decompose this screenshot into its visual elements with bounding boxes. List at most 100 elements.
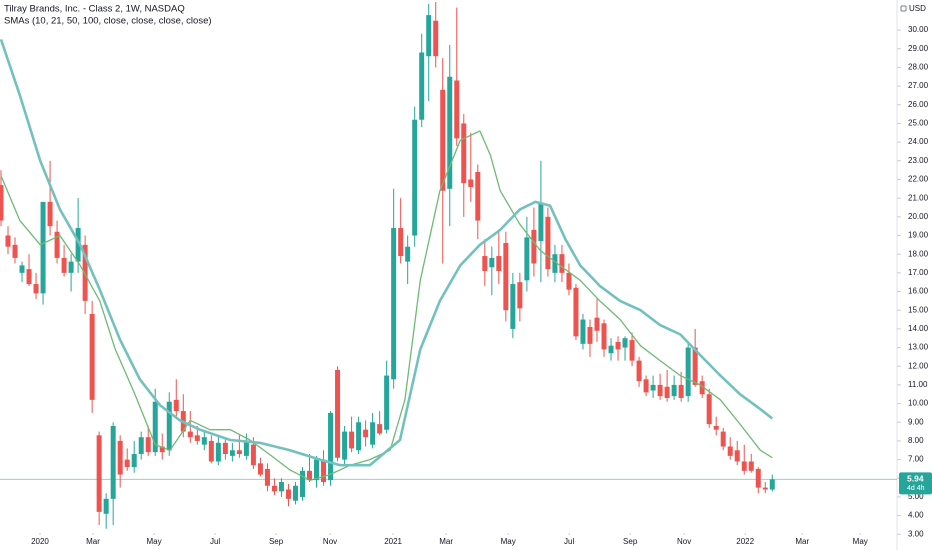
- candle-body: [699, 381, 705, 395]
- x-tick-label: Mar: [439, 537, 453, 546]
- candle-body: [236, 450, 242, 455]
- candle-body: [194, 435, 200, 441]
- candle-body: [601, 323, 607, 350]
- candle-body: [47, 201, 53, 227]
- candle-body: [26, 269, 32, 285]
- candle-body: [285, 489, 291, 499]
- candle-body: [552, 254, 558, 273]
- y-tick-label: 13.00: [908, 343, 929, 352]
- candle-body: [608, 345, 614, 354]
- y-tick-label: 30.00: [908, 25, 929, 34]
- candle-body: [678, 384, 684, 398]
- candle-body: [75, 228, 81, 262]
- candle-body: [363, 429, 369, 438]
- candle-body: [468, 179, 474, 187]
- y-tick-label: 12.00: [908, 361, 929, 370]
- candle-body: [685, 347, 691, 397]
- candle-body: [664, 386, 670, 398]
- x-tick-label: May: [146, 537, 161, 546]
- y-tick-label: 20.00: [908, 212, 929, 221]
- candle-body: [299, 470, 305, 497]
- candle-body: [89, 313, 95, 400]
- candle-body: [68, 261, 74, 273]
- candle-body: [629, 340, 635, 361]
- y-tick-label: 25.00: [908, 119, 929, 128]
- candle-body: [250, 444, 256, 466]
- y-tick-label: 16.00: [908, 287, 929, 296]
- candle-body: [40, 201, 46, 294]
- candle-body: [159, 446, 165, 453]
- plot-area: [0, 2, 775, 529]
- y-tick-label: 18.00: [908, 249, 929, 258]
- candle-body: [138, 437, 144, 455]
- candle-body: [573, 287, 579, 337]
- x-tick-label: 2020: [31, 537, 49, 546]
- candle-body: [545, 216, 551, 270]
- candle-body: [117, 440, 123, 475]
- candle-body: [769, 479, 775, 490]
- candle-body: [426, 15, 432, 57]
- x-tick-label: Mar: [86, 537, 100, 546]
- chart-title: Tilray Brands, Inc. - Class 2, 1W, NASDA…: [4, 4, 185, 15]
- candle-body: [145, 437, 151, 453]
- candle-body: [622, 338, 628, 348]
- y-tick-label: 21.00: [908, 193, 929, 202]
- candle-body: [173, 399, 179, 412]
- candle-body: [370, 422, 376, 445]
- candle-body: [0, 185, 4, 221]
- candle-body: [166, 401, 172, 451]
- candle-body: [566, 272, 572, 290]
- last-price-label: 5.94: [907, 474, 924, 484]
- last-price-box: [899, 472, 932, 495]
- x-tick-label: Mar: [795, 537, 809, 546]
- candle-body: [475, 172, 481, 221]
- candle-body: [201, 437, 207, 445]
- candle-body: [671, 384, 677, 397]
- candle-body: [615, 341, 621, 350]
- candle-body: [636, 360, 642, 382]
- candle-body: [335, 369, 341, 458]
- y-tick-label: 28.00: [908, 63, 929, 72]
- candle-body: [12, 244, 18, 258]
- y-tick-label: 7.00: [908, 455, 924, 464]
- candle-body: [243, 440, 249, 456]
- candle-body: [152, 401, 158, 453]
- y-tick-label: 9.00: [908, 417, 924, 426]
- candle-body: [755, 468, 761, 488]
- candle-body: [384, 375, 390, 430]
- candle-body: [19, 265, 25, 273]
- y-tick-label: 23.00: [908, 156, 929, 165]
- y-tick-label: 22.00: [908, 175, 929, 184]
- candle-body: [433, 20, 439, 57]
- currency-label: USD: [909, 4, 926, 13]
- candle-body: [531, 229, 537, 264]
- candle-body: [762, 487, 768, 490]
- candle-body: [650, 384, 656, 391]
- y-tick-label: 11.00: [908, 380, 928, 389]
- candle-body: [103, 498, 109, 514]
- candle-body: [454, 80, 460, 139]
- candle-body: [271, 485, 277, 492]
- candle-body: [292, 485, 298, 501]
- candle-body: [734, 450, 740, 462]
- y-tick-label: 8.00: [908, 436, 924, 445]
- x-tick-label: Sep: [269, 537, 284, 546]
- candle-body: [538, 203, 544, 242]
- candle-body: [314, 459, 320, 481]
- y-tick-label: 24.00: [908, 137, 929, 146]
- candle-body: [61, 257, 67, 273]
- candle-body: [33, 284, 39, 294]
- candle-body: [510, 284, 516, 329]
- candle-body: [706, 394, 712, 425]
- candle-body: [461, 123, 467, 184]
- candle-body: [54, 231, 60, 258]
- y-tick-label: 26.00: [908, 100, 929, 109]
- candle-body: [229, 450, 235, 456]
- sma-line: [0, 38, 774, 467]
- candle-body: [503, 242, 509, 311]
- candle-body: [82, 244, 88, 301]
- candle-body: [405, 246, 411, 262]
- x-tick-label: Jul: [210, 537, 220, 546]
